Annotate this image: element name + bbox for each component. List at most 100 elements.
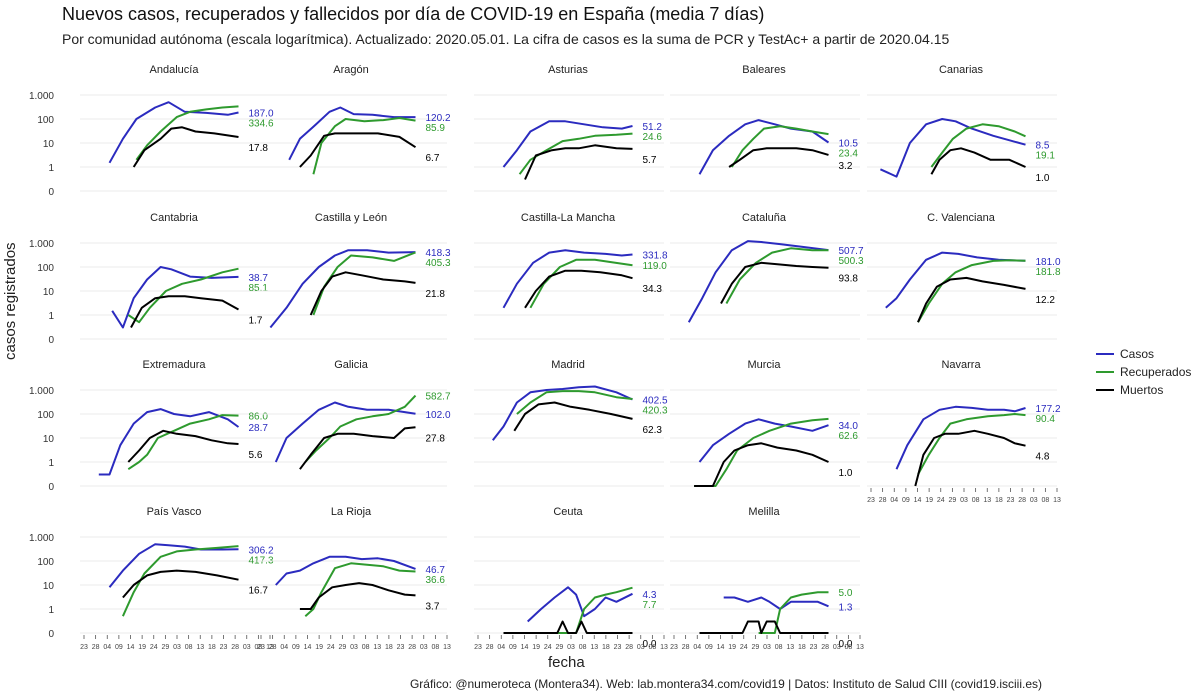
x-tick-label-melilla-7: 29 xyxy=(751,644,759,651)
x-axis-label: fecha xyxy=(548,654,585,671)
end-label-aragon-recuperados: 85.9 xyxy=(426,123,446,134)
x-tick-label-melilla-14: 03 xyxy=(833,644,841,651)
series-line-pais-vasco-muertos xyxy=(122,569,239,599)
end-label-asturias-muertos: 5.7 xyxy=(643,155,657,166)
series-line-murcia-casos xyxy=(698,418,829,463)
x-tick-label-la-rioja-13: 28 xyxy=(408,644,416,651)
x-tick-label-la-rioja-10: 13 xyxy=(373,644,381,651)
end-label-galicia-muertos: 27.8 xyxy=(426,433,446,444)
series-line-cataluna-recuperados xyxy=(725,247,829,304)
x-tick-label-pais-vasco-11: 18 xyxy=(208,644,216,651)
y-tick-label-pais-vasco-0: 1.000 xyxy=(29,533,54,544)
x-tick-label-ceuta-9: 08 xyxy=(579,644,587,651)
end-label-navarra-recuperados: 90.4 xyxy=(1036,414,1056,425)
panel-title-c-valenciana: C. Valenciana xyxy=(927,212,996,224)
legend-label-recuperados: Recuperados xyxy=(1120,365,1192,379)
end-label-cataluna-casos: 507.7 xyxy=(839,246,864,257)
x-tick-label-ceuta-15: 08 xyxy=(648,644,656,651)
end-label-castilla-y-leon-casos: 418.3 xyxy=(426,248,451,259)
x-tick-label-navarra-14: 03 xyxy=(1030,497,1038,504)
end-label-castilla-y-leon-muertos: 21.8 xyxy=(426,289,446,300)
x-tick-label-la-rioja-3: 09 xyxy=(292,644,300,651)
x-tick-label-pais-vasco-6: 24 xyxy=(150,644,158,651)
series-line-melilla-muertos xyxy=(699,620,829,634)
x-tick-label-melilla-8: 03 xyxy=(763,644,771,651)
y-tick-label-pais-vasco-4: 0 xyxy=(48,629,54,640)
series-line-la-rioja-recuperados xyxy=(304,562,416,617)
end-label-canarias-muertos: 1.0 xyxy=(1036,173,1050,184)
panel-title-baleares: Baleares xyxy=(742,64,786,76)
x-tick-label-la-rioja-7: 29 xyxy=(338,644,346,651)
series-line-aragon-muertos xyxy=(299,132,417,168)
y-tick-label-extremadura-1: 100 xyxy=(37,410,54,421)
series-line-canarias-muertos xyxy=(930,147,1026,175)
end-label-canarias-recuperados: 19.1 xyxy=(1036,151,1056,162)
x-tick-label-pais-vasco-0: 23 xyxy=(80,644,88,651)
series-line-ceuta-muertos xyxy=(503,620,633,634)
panel-title-extremadura: Extremadura xyxy=(143,359,207,371)
legend-swatch-muertos xyxy=(1096,389,1114,391)
end-label-la-rioja-recuperados: 36.6 xyxy=(426,575,446,586)
series-line-castilla-y-leon-muertos xyxy=(309,271,416,316)
x-tick-label-navarra-10: 13 xyxy=(983,497,991,504)
y-tick-label-cantabria-4: 0 xyxy=(48,335,54,346)
x-tick-label-la-rioja-12: 23 xyxy=(397,644,405,651)
end-label-ceuta-recuperados: 7.7 xyxy=(643,600,657,611)
series-line-madrid-recuperados xyxy=(516,390,633,415)
series-line-melilla-recuperados xyxy=(758,591,829,634)
series-line-la-rioja-muertos xyxy=(299,582,416,610)
series-line-andalucia-muertos xyxy=(132,126,239,168)
x-tick-label-la-rioja-4: 14 xyxy=(304,644,312,651)
x-tick-label-melilla-1: 28 xyxy=(682,644,690,651)
chart-title: Nuevos casos, recuperados y fallecidos p… xyxy=(62,4,765,24)
panel-title-castilla-y-leon: Castilla y León xyxy=(315,212,387,224)
x-tick-label-la-rioja-8: 03 xyxy=(350,644,358,651)
end-label-baleares-casos: 10.5 xyxy=(839,138,859,149)
legend-item-casos: Casos xyxy=(1096,345,1191,363)
end-label-galicia-casos: 102.0 xyxy=(426,410,451,421)
end-label-castilla-la-mancha-muertos: 34.3 xyxy=(643,284,663,295)
end-label-c-valenciana-recuperados: 181.8 xyxy=(1036,267,1061,278)
panel-title-cantabria: Cantabria xyxy=(150,212,199,224)
series-line-asturias-recuperados xyxy=(518,132,633,175)
series-line-castilla-la-mancha-casos xyxy=(502,249,633,309)
y-tick-label-cantabria-1: 100 xyxy=(37,263,54,274)
x-tick-label-ceuta-4: 14 xyxy=(521,644,529,651)
x-tick-label-melilla-3: 09 xyxy=(705,644,713,651)
x-tick-label-ceuta-2: 04 xyxy=(497,644,505,651)
end-label-madrid-recuperados: 420.3 xyxy=(643,405,668,416)
series-line-extremadura-casos xyxy=(98,408,240,476)
y-axis-label: casos registrados xyxy=(2,242,19,360)
panel-title-castilla-la-mancha: Castilla-La Mancha xyxy=(521,212,616,224)
series-line-baleares-recuperados xyxy=(730,125,829,168)
x-tick-label-la-rioja-0: 23 xyxy=(257,644,265,651)
panel-title-aragon: Aragón xyxy=(333,64,368,76)
legend-label-casos: Casos xyxy=(1120,347,1155,361)
panel-title-pais-vasco: País Vasco xyxy=(147,506,202,518)
chart-subtitle: Por comunidad autónoma (escala logarítmi… xyxy=(62,31,950,47)
end-label-cantabria-recuperados: 85.1 xyxy=(249,283,269,294)
series-line-andalucia-recuperados xyxy=(135,105,239,161)
panel-title-canarias: Canarias xyxy=(939,64,984,76)
x-tick-label-ceuta-8: 03 xyxy=(567,644,575,651)
series-line-madrid-muertos xyxy=(513,401,633,432)
x-tick-label-la-rioja-1: 28 xyxy=(269,644,277,651)
x-tick-label-ceuta-16: 13 xyxy=(660,644,668,651)
x-tick-label-la-rioja-15: 08 xyxy=(431,644,439,651)
panel-title-melilla: Melilla xyxy=(748,506,780,518)
series-line-extremadura-recuperados xyxy=(127,414,239,471)
series-line-aragon-casos xyxy=(288,106,416,161)
series-line-baleares-muertos xyxy=(728,147,829,168)
panel-title-madrid: Madrid xyxy=(551,359,585,371)
series-line-galicia-muertos xyxy=(299,426,416,470)
series-line-c-valenciana-muertos xyxy=(917,276,1026,323)
x-tick-label-ceuta-5: 19 xyxy=(532,644,540,651)
x-tick-label-navarra-3: 09 xyxy=(902,497,910,504)
x-tick-label-navarra-1: 28 xyxy=(879,497,887,504)
x-tick-label-ceuta-14: 03 xyxy=(637,644,645,651)
x-tick-label-pais-vasco-5: 19 xyxy=(138,644,146,651)
end-label-la-rioja-casos: 46.7 xyxy=(426,565,446,576)
legend-item-muertos: Muertos xyxy=(1096,381,1191,399)
x-tick-label-ceuta-0: 23 xyxy=(474,644,482,651)
